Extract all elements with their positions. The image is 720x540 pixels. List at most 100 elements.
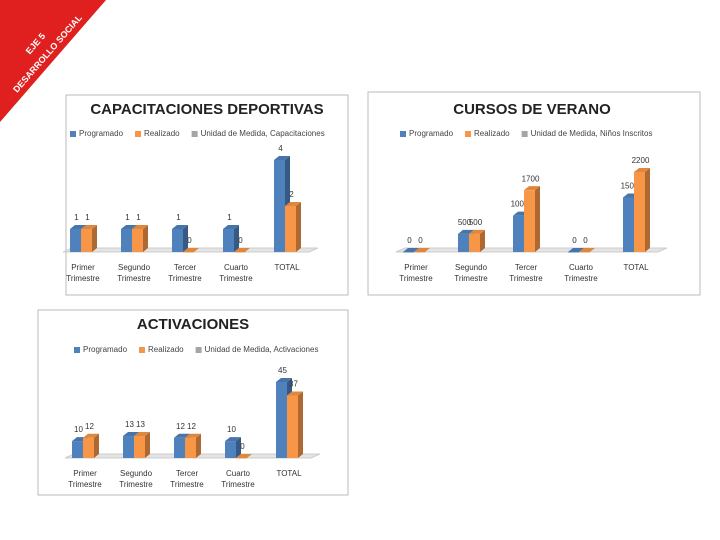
bar-side xyxy=(92,225,97,252)
data-label: 1 xyxy=(85,213,90,222)
bar xyxy=(634,172,645,252)
legend-label: Unidad de Medida, Activaciones xyxy=(205,345,319,354)
bar-top xyxy=(183,248,199,252)
data-label: 37 xyxy=(289,380,298,389)
bar xyxy=(469,233,480,252)
bar xyxy=(70,229,81,252)
bar-side xyxy=(143,225,148,252)
data-label: 1 xyxy=(125,213,130,222)
bar xyxy=(568,252,579,253)
bar xyxy=(185,437,196,458)
x-tick-label: Tercer Trimestre xyxy=(509,263,543,283)
bar-top xyxy=(134,432,150,437)
data-label: 1 xyxy=(227,213,232,222)
bar xyxy=(134,436,145,458)
chart-frame xyxy=(37,309,349,496)
data-label: 0 xyxy=(572,236,577,245)
x-tick-label: Cuarto Trimestre xyxy=(221,469,255,489)
bar-top xyxy=(225,437,241,442)
x-tick-label: Tercer Trimestre xyxy=(170,469,204,489)
chart-frame xyxy=(367,91,701,296)
x-tick-label: Primer Trimestre xyxy=(66,263,100,283)
legend-label: Programado xyxy=(83,345,128,354)
bar-side xyxy=(183,225,188,252)
bar-top xyxy=(469,229,485,234)
bar xyxy=(285,206,296,252)
x-tick-label: TOTAL xyxy=(274,263,300,272)
bar-top xyxy=(172,225,188,229)
data-label: 0 xyxy=(583,236,588,245)
legend-swatch xyxy=(191,131,198,137)
bar xyxy=(287,395,298,458)
x-tick-label: Segundo Trimestre xyxy=(454,263,488,283)
bar-side xyxy=(480,229,485,252)
data-label: 12 xyxy=(176,422,185,431)
bar xyxy=(132,229,143,252)
bar-top xyxy=(285,202,301,206)
bar-side xyxy=(236,437,241,458)
data-label: 45 xyxy=(278,366,287,375)
data-label: 4 xyxy=(278,144,283,153)
bar-top xyxy=(223,225,239,229)
data-label: 0 xyxy=(407,236,412,245)
bar xyxy=(121,229,132,252)
data-label: 1 xyxy=(74,213,79,222)
legend-swatch xyxy=(135,131,142,137)
bar xyxy=(83,437,94,458)
bar-top xyxy=(568,248,584,252)
bar-side xyxy=(535,186,540,252)
bar xyxy=(183,252,194,253)
bar-top xyxy=(81,225,97,229)
chart-title: CAPACITACIONES DEPORTIVAS xyxy=(90,101,323,118)
bar xyxy=(403,252,414,253)
data-label: 1000 xyxy=(511,200,529,209)
bar-top xyxy=(185,433,201,438)
bar xyxy=(579,252,590,253)
x-tick-label: Segundo Trimestre xyxy=(117,263,151,283)
bar-top xyxy=(414,248,430,252)
bar-top xyxy=(276,378,292,382)
legend-swatch xyxy=(195,347,202,353)
legend-label: Unidad de Medida, Niños Inscritos xyxy=(531,129,653,138)
bar-side xyxy=(145,432,150,458)
x-tick-label: Cuarto Trimestre xyxy=(564,263,598,283)
x-tick-label: Segundo Trimestre xyxy=(119,469,153,489)
bar xyxy=(513,215,524,252)
data-label: 1700 xyxy=(522,174,540,183)
bar xyxy=(274,160,285,252)
bar-top xyxy=(634,168,650,172)
bar xyxy=(223,229,234,252)
legend-swatch xyxy=(70,131,76,137)
bar-top xyxy=(174,433,190,438)
bar xyxy=(458,233,469,252)
bar-side xyxy=(296,202,301,252)
bar-top xyxy=(121,225,137,229)
bar-top xyxy=(458,229,474,234)
bar-top xyxy=(274,156,290,160)
bar-top xyxy=(236,454,252,458)
bar-top xyxy=(234,248,250,252)
legend-swatch xyxy=(521,131,528,137)
bar-side xyxy=(94,433,99,458)
data-label: 0 xyxy=(238,236,243,245)
bar xyxy=(72,441,83,458)
bar-top xyxy=(403,248,419,252)
legend-label: Realizado xyxy=(474,129,510,138)
x-tick-label: Cuarto Trimestre xyxy=(219,263,253,283)
data-label: 10 xyxy=(74,425,83,434)
bar xyxy=(172,229,183,252)
bar xyxy=(234,252,245,253)
x-tick-label: TOTAL xyxy=(623,263,649,272)
legend-label: Realizado xyxy=(144,129,180,138)
bar xyxy=(414,252,425,253)
bar xyxy=(276,382,287,458)
data-label: 1 xyxy=(176,213,181,222)
bar xyxy=(623,197,634,252)
bar-side xyxy=(234,225,239,252)
bar xyxy=(524,190,535,252)
data-label: 13 xyxy=(125,420,134,429)
legend-label: Programado xyxy=(409,129,454,138)
bar xyxy=(174,437,185,458)
chart-title: CURSOS DE VERANO xyxy=(453,101,611,118)
